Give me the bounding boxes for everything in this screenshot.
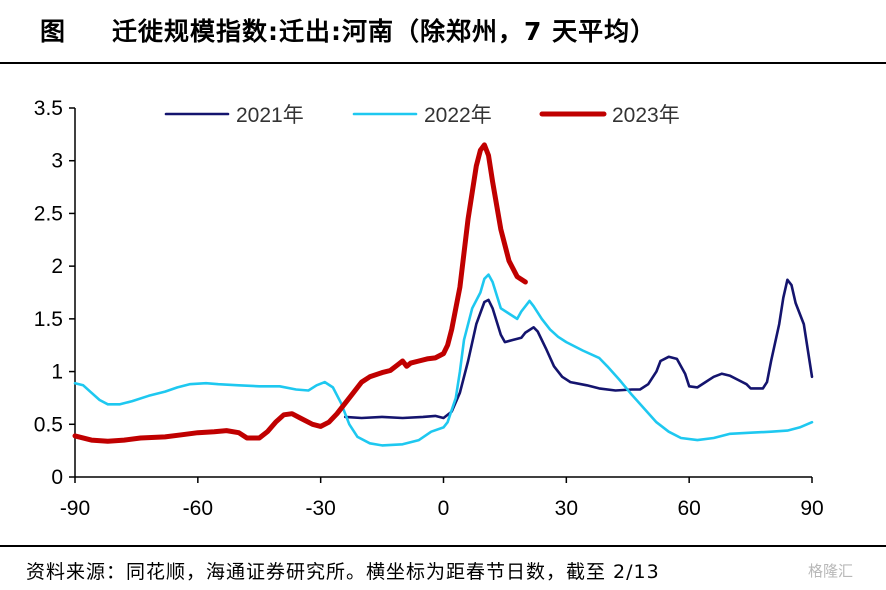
y-tick-label: 1.5 xyxy=(34,308,63,331)
figure-label: 图 xyxy=(40,17,66,46)
line-chart: 00.511.522.533.5-90 -60 -30 0 30 60 90 2021年 20… xyxy=(34,97,824,520)
x-tick-label: 60 xyxy=(677,497,700,520)
y-tick-label: 2 xyxy=(51,255,63,278)
series-line-2022 xyxy=(73,273,814,447)
y-tick-label: 2.5 xyxy=(34,202,63,225)
x-tick-label: -90 xyxy=(60,497,90,520)
x-tick-label: -60 xyxy=(183,497,213,520)
chart-series-layer xyxy=(72,142,814,447)
y-tick-label: 3 xyxy=(51,150,63,173)
y-tick-label: 3.5 xyxy=(34,97,63,120)
chart-legend: 2021年 2022年 2023年 xyxy=(164,104,680,127)
x-tick-label: -30 xyxy=(305,497,335,520)
y-tick-label: 0 xyxy=(51,466,63,489)
legend-label: 2021年 xyxy=(236,104,304,127)
bottom-rule xyxy=(0,545,886,547)
y-tick-label: 0.5 xyxy=(34,413,63,436)
chart-axes: 0 0.5 1 1.5 2 2.5 3 3.5 -90 -60 -30 0 30 60 90 xyxy=(34,97,824,520)
series-line-2021 xyxy=(343,278,814,420)
chart-title: 迁徙规模指数:迁出:河南（除郑州，7 天平均） xyxy=(112,17,657,46)
source-note: 资料来源：同花顺，海通证券研究所。横坐标为距春节日数，截至 2/13 xyxy=(26,561,660,583)
y-tick-label: 1 xyxy=(51,361,63,384)
watermark: 格隆汇 xyxy=(808,562,854,580)
top-rule xyxy=(0,62,886,64)
legend-label: 2023年 xyxy=(612,104,680,127)
x-tick-label: 90 xyxy=(800,497,823,520)
legend-label: 2022年 xyxy=(424,104,492,127)
chart-header: 图 迁徙规模指数:迁出:河南（除郑州，7 天平均） xyxy=(0,0,886,64)
x-tick-label: 30 xyxy=(555,497,578,520)
x-tick-label: 0 xyxy=(438,497,450,520)
series-line-2023 xyxy=(72,142,528,444)
